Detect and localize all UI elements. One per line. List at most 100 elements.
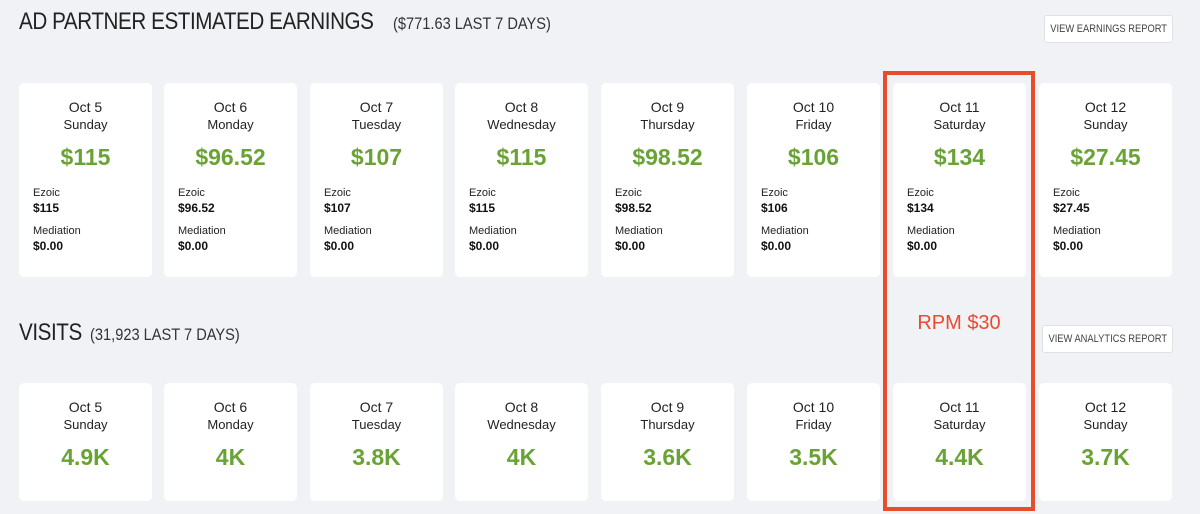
mediation-value: $0.00 (33, 239, 64, 253)
card-date: Oct 8 (504, 99, 539, 115)
saturday-highlight-box (883, 71, 1035, 511)
visits-header: VISITS (31,923 LAST 7 DAYS) (19, 319, 264, 359)
card-date: Oct 11 (939, 399, 980, 415)
card-weekday: Sunday (1083, 117, 1128, 132)
card-date: Oct 9 (650, 99, 685, 115)
mediation-value: $0.00 (178, 239, 209, 253)
card-weekday: Saturday (933, 417, 986, 432)
card-weekday: Saturday (933, 117, 986, 132)
visits-card: Oct 7 Tuesday 3.8K (310, 383, 443, 501)
ezoic-value: $134 (907, 201, 934, 215)
visits-card: Oct 6 Monday 4K (164, 383, 297, 501)
card-total-earnings: $98.52 (632, 144, 703, 170)
ezoic-value: $27.45 (1053, 201, 1090, 215)
ezoic-label: Ezoic (324, 187, 351, 199)
mediation-value: $0.00 (1053, 239, 1084, 253)
mediation-label: Mediation (615, 225, 663, 237)
card-weekday: Tuesday (351, 117, 402, 132)
card-weekday: Sunday (1083, 417, 1128, 432)
visits-card: Oct 9 Thursday 3.6K (601, 383, 734, 501)
card-date: Oct 8 (504, 399, 539, 415)
card-total-earnings: $106 (787, 144, 840, 170)
ezoic-value: $115 (469, 201, 496, 215)
visits-title: VISITS (19, 319, 82, 346)
earnings-card: Oct 8 Wednesday $115 Ezoic $115 Mediatio… (455, 83, 588, 277)
earnings-subtitle: ($771.63 LAST 7 DAYS) (393, 14, 552, 33)
card-weekday: Monday (207, 117, 254, 132)
rpm-annotation: RPM $30 (917, 312, 1001, 334)
card-weekday: Friday (795, 417, 832, 432)
card-total-earnings: $96.52 (195, 144, 266, 170)
view-earnings-report-button[interactable]: VIEW EARNINGS REPORT (1044, 15, 1173, 43)
ezoic-label: Ezoic (178, 187, 205, 199)
ezoic-label: Ezoic (615, 187, 642, 199)
mediation-label: Mediation (761, 225, 809, 237)
card-date: Oct 5 (68, 99, 103, 115)
card-weekday: Thursday (640, 117, 695, 132)
card-weekday: Sunday (63, 417, 108, 432)
card-date: Oct 12 (1084, 99, 1127, 115)
ezoic-value: $96.52 (178, 201, 215, 215)
earnings-card: Oct 5 Sunday $115 Ezoic $115 Mediation $… (19, 83, 152, 277)
card-weekday: Sunday (63, 117, 108, 132)
ezoic-value: $115 (33, 201, 60, 215)
card-total-earnings: $115 (496, 144, 547, 170)
card-visits: 4.9K (61, 444, 110, 470)
card-weekday: Tuesday (351, 417, 402, 432)
visits-subtitle: (31,923 LAST 7 DAYS) (90, 325, 240, 344)
mediation-value: $0.00 (615, 239, 646, 253)
ezoic-value: $106 (761, 201, 788, 215)
card-weekday: Thursday (640, 417, 695, 432)
ezoic-label: Ezoic (469, 187, 496, 199)
card-date: Oct 7 (359, 99, 394, 115)
mediation-label: Mediation (33, 225, 81, 237)
mediation-label: Mediation (178, 225, 226, 237)
card-total-earnings: $107 (350, 144, 403, 170)
earnings-card: Oct 11 Saturday $134 Ezoic $134 Mediatio… (893, 83, 1026, 277)
card-visits: 4K (506, 444, 537, 470)
view-analytics-report-button[interactable]: VIEW ANALYTICS REPORT (1042, 325, 1173, 353)
card-date: Oct 6 (213, 399, 248, 415)
visits-card: Oct 10 Friday 3.5K (747, 383, 880, 501)
earnings-card: Oct 10 Friday $106 Ezoic $106 Mediation … (747, 83, 880, 277)
mediation-label: Mediation (907, 225, 955, 237)
card-weekday: Monday (207, 417, 254, 432)
mediation-value: $0.00 (469, 239, 500, 253)
mediation-value: $0.00 (907, 239, 938, 253)
mediation-value: $0.00 (324, 239, 355, 253)
card-date: Oct 6 (213, 99, 248, 115)
card-weekday: Friday (795, 117, 832, 132)
ezoic-label: Ezoic (761, 187, 788, 199)
earnings-card: Oct 7 Tuesday $107 Ezoic $107 Mediation … (310, 83, 443, 277)
card-date: Oct 12 (1084, 399, 1127, 415)
card-visits: 4K (215, 444, 246, 470)
card-visits: 3.5K (789, 444, 838, 470)
card-date: Oct 7 (359, 399, 394, 415)
mediation-label: Mediation (324, 225, 372, 237)
visits-card: Oct 12 Sunday 3.7K (1039, 383, 1172, 501)
card-date: Oct 10 (792, 399, 835, 415)
earnings-card: Oct 6 Monday $96.52 Ezoic $96.52 Mediati… (164, 83, 297, 277)
ezoic-label: Ezoic (1053, 187, 1080, 199)
card-total-earnings: $115 (60, 144, 111, 170)
visits-card: Oct 11 Saturday 4.4K (893, 383, 1026, 501)
mediation-label: Mediation (469, 225, 517, 237)
earnings-title: AD PARTNER ESTIMATED EARNINGS (19, 8, 374, 35)
card-date: Oct 10 (792, 99, 835, 115)
visits-card: Oct 8 Wednesday 4K (455, 383, 588, 501)
card-visits: 4.4K (935, 444, 984, 470)
card-visits: 3.8K (352, 444, 401, 470)
card-weekday: Wednesday (487, 417, 556, 432)
earnings-card: Oct 9 Thursday $98.52 Ezoic $98.52 Media… (601, 83, 734, 277)
card-total-earnings: $27.45 (1070, 144, 1141, 170)
mediation-label: Mediation (1053, 225, 1101, 237)
ezoic-value: $107 (324, 201, 351, 215)
card-visits: 3.6K (643, 444, 692, 470)
ezoic-value: $98.52 (615, 201, 652, 215)
earnings-card: Oct 12 Sunday $27.45 Ezoic $27.45 Mediat… (1039, 83, 1172, 277)
card-visits: 3.7K (1081, 444, 1130, 470)
mediation-value: $0.00 (761, 239, 792, 253)
earnings-header: AD PARTNER ESTIMATED EARNINGS ($771.63 L… (19, 8, 577, 48)
card-date: Oct 9 (650, 399, 685, 415)
card-total-earnings: $134 (933, 144, 986, 170)
